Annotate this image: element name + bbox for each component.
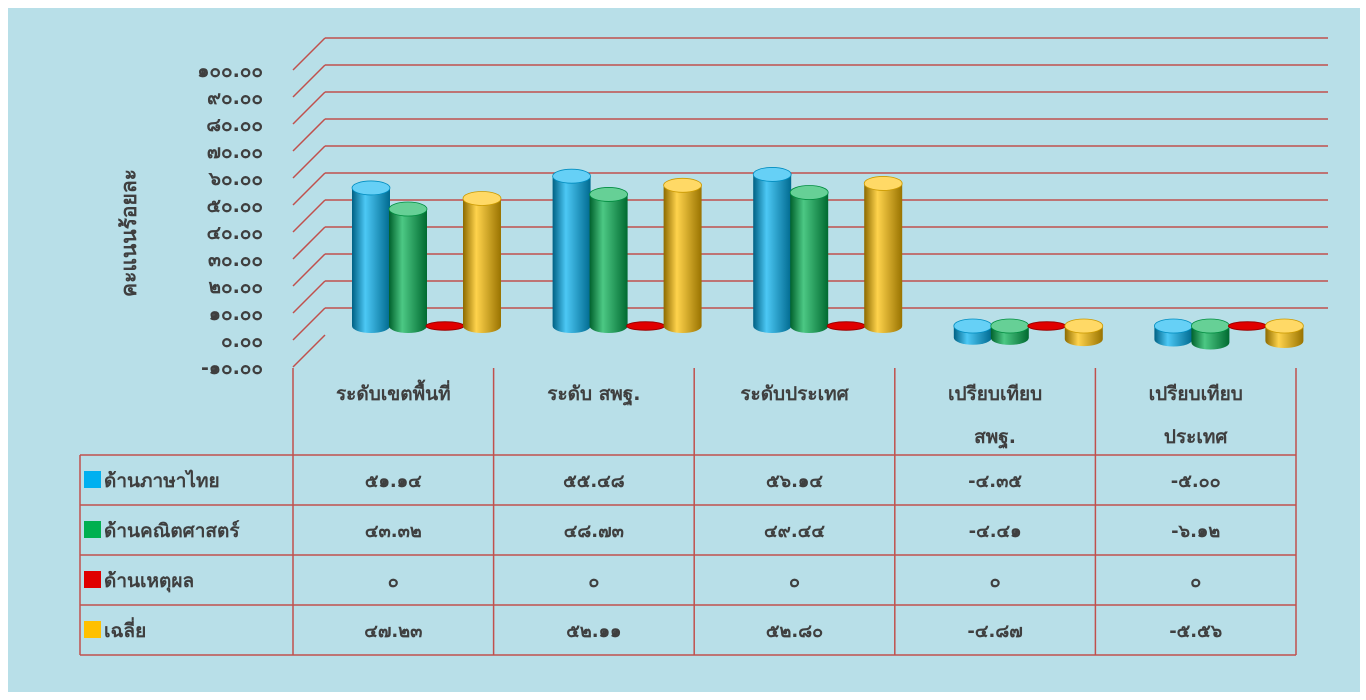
bar-1-1-cap xyxy=(351,180,391,196)
bar-4-1 xyxy=(463,198,501,333)
y-tick-label: ๕๐.๐๐ xyxy=(207,195,263,217)
y-axis-title: คะแนนร้อยละ xyxy=(117,169,141,297)
legend-swatch-3 xyxy=(84,571,101,588)
data-label: -๕.๕๖ xyxy=(1169,621,1222,642)
axis-diagonal xyxy=(292,334,326,368)
grid-diagonal xyxy=(292,64,326,98)
y-tick-label: ๖๐.๐๐ xyxy=(208,168,263,190)
y-tick-label: ๒๐.๐๐ xyxy=(208,276,263,298)
data-label: ๕๕.๔๘ xyxy=(563,471,625,492)
grid-diagonal xyxy=(292,172,326,206)
grid-diagonal xyxy=(292,199,326,233)
bar-2-3-cap xyxy=(789,185,829,200)
legend-swatch-4 xyxy=(84,621,101,638)
bar-1-2-cap xyxy=(552,168,591,184)
y-tick-label: ๗๐.๐๐ xyxy=(207,141,263,163)
bar-4-5-cap xyxy=(1265,318,1304,334)
y-tick-label: ๑๐๐.๐๐ xyxy=(197,60,263,82)
data-label: ๕๒.๑๑ xyxy=(566,621,621,642)
bar-3-3 xyxy=(826,321,866,331)
bar-2-2 xyxy=(589,194,628,333)
x-category-label: สพฐ. xyxy=(974,426,1016,450)
data-label: ๔๘.๗๓ xyxy=(564,521,624,542)
bar-2-1 xyxy=(389,209,427,333)
y-tick-label: ๘๐.๐๐ xyxy=(206,114,263,136)
x-category-label: ระดับ สพฐ. xyxy=(547,383,640,407)
grid-diagonal xyxy=(292,253,326,287)
bar-1-1 xyxy=(352,187,390,333)
data-label: -๕.๐๐ xyxy=(1171,471,1221,492)
bar-2-4-cap xyxy=(990,318,1030,334)
bar-3-2 xyxy=(626,321,666,331)
data-label: ๐ xyxy=(990,571,1001,592)
series-label: ด้านเหตุผล xyxy=(104,570,194,593)
grid-diagonal xyxy=(292,118,326,152)
data-label: -๔.๓๕ xyxy=(968,471,1022,492)
y-tick-label: ๙๐.๐๐ xyxy=(207,87,263,109)
bar-chart-with-data-table: -๑๐.๐๐ ๐.๐๐ ๑๐.๐๐ ๒๐.๐๐ ๓๐.๐๐ ๔๐.๐๐ ๕๐.๐๐ ๖๐.๐๐… xyxy=(79,37,1328,656)
y-tick-label: ๓๐.๐๐ xyxy=(208,249,263,271)
bar-1-5-cap xyxy=(1154,318,1193,334)
data-label: ๐ xyxy=(388,571,399,592)
y-tick-label: ๐.๐๐ xyxy=(221,330,263,352)
x-category-label: ระดับเขตพื้นที่ xyxy=(336,379,451,405)
data-label: -๔.๘๗ xyxy=(967,621,1022,642)
grid-diagonal xyxy=(292,37,326,71)
bar-4-3 xyxy=(864,183,903,333)
y-tick-label: ๔๐.๐๐ xyxy=(207,222,263,244)
data-label: ๕๖.๑๔ xyxy=(766,471,823,492)
data-label: ๕๒.๘๐ xyxy=(766,621,823,642)
bar-2-5-cap xyxy=(1191,318,1230,334)
grid-diagonal xyxy=(292,307,326,341)
bar-2-1-cap xyxy=(388,201,428,217)
bar-3-5 xyxy=(1227,321,1267,331)
y-tick-label: -๑๐.๐๐ xyxy=(201,357,263,379)
bar-1-3 xyxy=(753,174,792,333)
bar-4-4-cap xyxy=(1064,318,1104,334)
data-label: ๔๙.๔๔ xyxy=(764,521,825,542)
data-label: ๔๗.๒๓ xyxy=(364,621,422,642)
bar-1-2 xyxy=(552,176,591,333)
y-tick-label: ๑๐.๐๐ xyxy=(209,303,263,325)
series-label: ด้านคณิตศาสตร์ xyxy=(104,520,240,542)
grid-diagonal xyxy=(292,226,326,260)
bar-3-4 xyxy=(1027,321,1067,331)
bar-4-2 xyxy=(663,185,702,333)
grid-diagonal xyxy=(292,280,326,314)
bar-2-3 xyxy=(790,192,829,333)
chart-frame: -๑๐.๐๐ ๐.๐๐ ๑๐.๐๐ ๒๐.๐๐ ๓๐.๐๐ ๔๐.๐๐ ๕๐.๐๐ ๖๐.๐๐… xyxy=(8,8,1360,692)
data-label: ๐ xyxy=(789,571,800,592)
bar-3-1 xyxy=(425,321,465,331)
bar-4-2-cap xyxy=(663,177,702,193)
series-label: เฉลี่ย xyxy=(104,617,146,642)
data-label: ๕๑.๑๔ xyxy=(365,471,422,492)
bar-1-3-cap xyxy=(752,167,792,182)
bar-2-2-cap xyxy=(589,187,628,202)
data-label: -๖.๑๒ xyxy=(1171,521,1220,542)
bar-4-3-cap xyxy=(863,176,903,191)
grid-diagonal xyxy=(292,91,326,125)
data-label: -๔.๔๑ xyxy=(969,521,1022,542)
grid-diagonal xyxy=(292,145,326,179)
data-label: ๐ xyxy=(1190,571,1201,592)
data-label: ๔๓.๓๒ xyxy=(365,521,422,542)
data-label: ๐ xyxy=(588,571,599,592)
legend-swatch-1 xyxy=(84,471,101,488)
x-category-label: ประเทศ xyxy=(1164,426,1228,448)
legend-swatch-2 xyxy=(84,521,101,538)
x-category-label: เปรียบเทียบ xyxy=(1149,383,1243,405)
bar-1-4-cap xyxy=(953,318,993,334)
series-label: ด้านภาษาไทย xyxy=(104,469,220,492)
x-category-label: ระดับประเทศ xyxy=(740,383,849,405)
bar-4-1-cap xyxy=(462,191,502,206)
x-category-label: เปรียบเทียบ xyxy=(948,383,1042,405)
